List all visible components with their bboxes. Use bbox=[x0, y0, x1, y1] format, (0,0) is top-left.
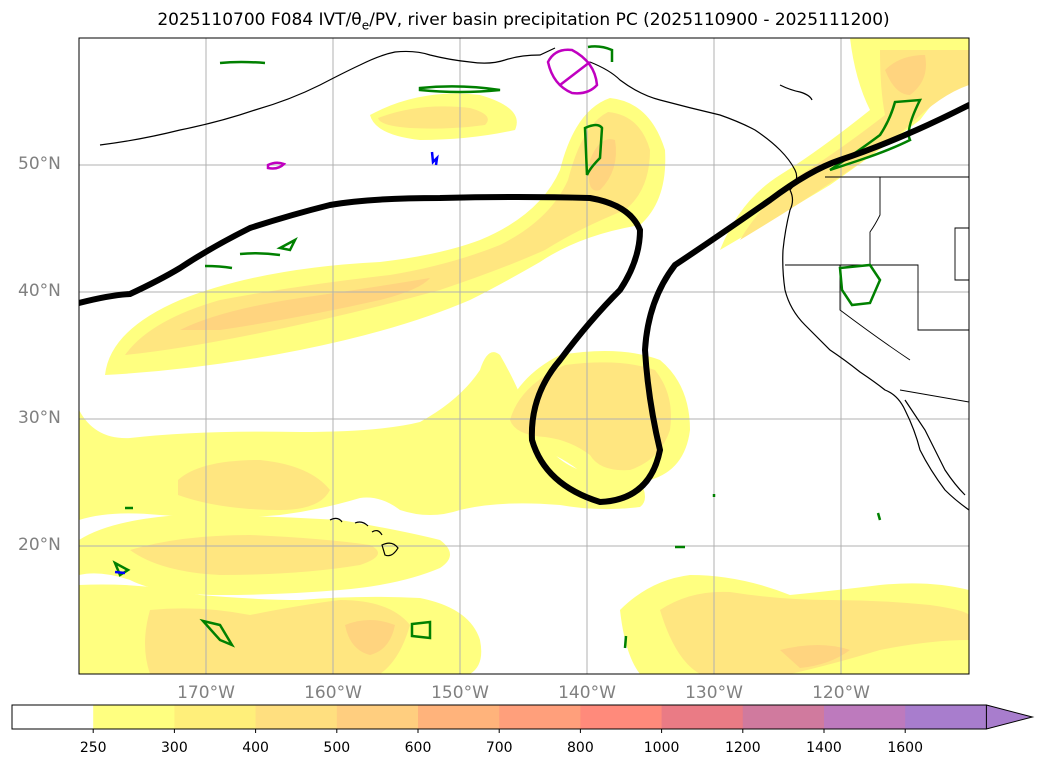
colorbar-segment bbox=[661, 705, 744, 729]
lon-label-150w: 150°W bbox=[431, 683, 489, 703]
country-state-borders bbox=[785, 176, 969, 403]
lon-label-120w: 120°W bbox=[812, 683, 870, 703]
lon-label-130w: 130°W bbox=[685, 683, 743, 703]
ivt-shading-low bbox=[79, 38, 969, 674]
lon-label-140w: 140°W bbox=[558, 683, 616, 703]
magenta-contours bbox=[266, 48, 599, 170]
colorbar-tick-label: 300 bbox=[161, 740, 188, 756]
colorbar-tick-label: 700 bbox=[485, 740, 513, 756]
colorbar bbox=[11, 704, 1035, 733]
colorbar-tick-label: 1200 bbox=[724, 740, 761, 756]
colorbar-segment bbox=[336, 705, 419, 729]
colorbar-tick-label: 1000 bbox=[643, 740, 680, 756]
map-title: 2025110700 F084 IVT/θe/PV, river basin p… bbox=[0, 10, 1047, 32]
colorbar-segment bbox=[93, 705, 175, 729]
lat-label-20n: 20°N bbox=[18, 535, 61, 555]
map-frame bbox=[78, 37, 970, 675]
map-panel bbox=[79, 38, 969, 674]
lat-label-50n: 50°N bbox=[18, 154, 61, 174]
colorbar-segment bbox=[255, 705, 338, 729]
colorbar-segment bbox=[580, 705, 663, 729]
colorbar-tick-label: 1600 bbox=[887, 740, 924, 756]
colorbar-tick-label: 500 bbox=[323, 740, 351, 756]
colorbar-tick-label: 800 bbox=[567, 740, 594, 756]
title-prefix: 2025110700 F084 IVT/θ bbox=[157, 10, 362, 30]
islands bbox=[329, 517, 399, 557]
colorbar-tick-label: 1400 bbox=[806, 740, 842, 756]
pv-contour bbox=[79, 102, 969, 506]
colorbar-segment bbox=[418, 705, 500, 729]
colorbar-segment bbox=[12, 705, 94, 729]
colorbar-segment bbox=[905, 705, 987, 729]
coastlines bbox=[99, 47, 969, 511]
ivt-shading-high bbox=[180, 55, 926, 668]
colorbar-tick-label: 600 bbox=[404, 740, 432, 756]
lat-label-40n: 40°N bbox=[18, 281, 61, 301]
colorbar-extend-arrow bbox=[985, 704, 1035, 730]
colorbar-segment bbox=[742, 705, 825, 729]
colorbar-segment bbox=[499, 705, 581, 729]
precip-contours bbox=[112, 45, 923, 649]
lat-label-30n: 30°N bbox=[18, 408, 61, 428]
title-suffix: /PV, river basin precipitation PC (20251… bbox=[369, 10, 890, 30]
blue-contours bbox=[114, 151, 439, 575]
lon-label-160w: 160°W bbox=[304, 683, 362, 703]
colorbar-tick-label: 250 bbox=[79, 740, 107, 756]
colorbar-tick-label: 400 bbox=[242, 740, 269, 756]
lat-lon-grid bbox=[79, 38, 969, 674]
colorbar-segment bbox=[174, 705, 257, 729]
colorbar-segment bbox=[824, 705, 906, 729]
title-subscript: e bbox=[361, 18, 370, 33]
lon-label-170w: 170°W bbox=[177, 683, 235, 703]
